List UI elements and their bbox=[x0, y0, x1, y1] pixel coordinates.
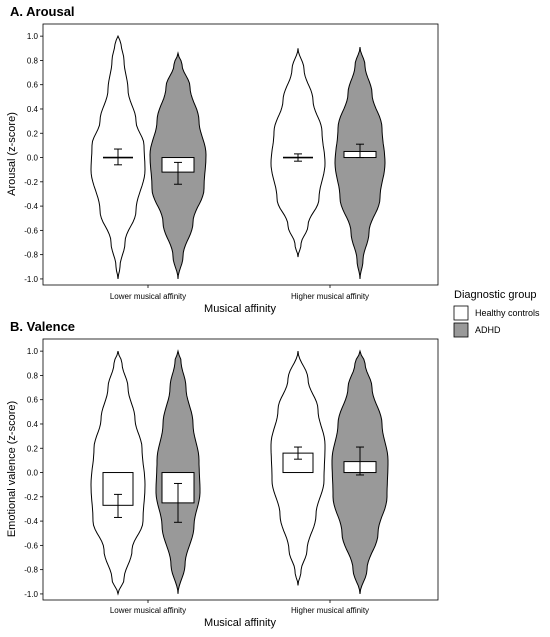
panel-b-title: B. Valence bbox=[10, 319, 75, 334]
legend-swatch-adhd bbox=[453, 322, 469, 338]
legend-label-healthy: Healthy controls bbox=[475, 308, 540, 318]
legend: Diagnostic group Healthy controls ADHD bbox=[453, 289, 540, 338]
y-tick-label: 0.6 bbox=[27, 81, 39, 90]
panel-b-x-tick-higher: Higher musical affinity bbox=[291, 606, 369, 615]
y-tick-label: -0.6 bbox=[24, 226, 38, 235]
y-tick-label: 0.2 bbox=[27, 444, 39, 453]
error-bar-b-cat1-adhd bbox=[356, 446, 364, 476]
y-tick-label: -0.2 bbox=[24, 493, 38, 502]
panel-b-violins bbox=[90, 349, 389, 596]
panel-arousal: A. Arousal 1.0 0.8 0.6 0.4 0.2 0.0 -0.2 -0.4 -0.… bbox=[6, 4, 439, 315]
y-tick-label: -0.4 bbox=[24, 202, 38, 211]
panel-b-y-ticks: 1.0 0.8 0.6 0.4 0.2 0.0 -0.2 -0.4 -0.6 -0.8 -1.0 bbox=[24, 347, 331, 603]
y-tick-label: 0.0 bbox=[27, 469, 39, 478]
y-tick-label: -0.4 bbox=[24, 517, 38, 526]
y-tick-label: 0.4 bbox=[27, 420, 39, 429]
y-tick-label: 0.0 bbox=[27, 154, 39, 163]
error-bar-a-cat1-adhd bbox=[356, 143, 364, 159]
y-tick-label: 0.8 bbox=[27, 371, 39, 380]
y-tick-label: -0.8 bbox=[24, 566, 38, 575]
panel-a-x-tick-higher: Higher musical affinity bbox=[291, 292, 369, 301]
error-bar-b-cat1-healthy bbox=[294, 446, 302, 460]
y-tick-label: 1.0 bbox=[27, 347, 39, 356]
y-tick-label: -0.8 bbox=[24, 251, 38, 260]
panel-b-x-title: Musical affinity bbox=[204, 617, 276, 629]
panel-b-plot-area bbox=[42, 338, 439, 601]
y-tick-label: 0.8 bbox=[27, 56, 39, 65]
panel-a-plot-area bbox=[42, 23, 439, 286]
error-bar-b-cat0-adhd bbox=[174, 482, 182, 523]
panel-a-x-tick-lower: Lower musical affinity bbox=[110, 292, 186, 301]
panel-a-x-title: Musical affinity bbox=[204, 303, 276, 315]
y-tick-label: -1.0 bbox=[24, 275, 38, 284]
y-tick-label: 0.6 bbox=[27, 396, 39, 405]
panel-a-violins bbox=[90, 34, 386, 279]
panel-a-y-ticks: 1.0 0.8 0.6 0.4 0.2 0.0 -0.2 -0.4 -0.6 -0.8 -1.0 bbox=[24, 32, 331, 288]
legend-title: Diagnostic group bbox=[454, 289, 537, 301]
panel-a-y-title: Arousal (z-score) bbox=[6, 112, 18, 196]
y-tick-label: -1.0 bbox=[24, 590, 38, 599]
panel-b-y-title: Emotional valence (z-score) bbox=[6, 401, 18, 537]
violin-a-cat1-adhd bbox=[334, 47, 386, 279]
error-bar-b-cat0-healthy bbox=[114, 493, 122, 518]
error-bar-a-cat0-healthy bbox=[114, 148, 122, 166]
panel-valence: B. Valence 1.0 0.8 0.6 0.4 0.2 0.0 -0.2 -0.4 -0.… bbox=[6, 319, 439, 629]
violin-a-cat1-healthy bbox=[270, 48, 326, 258]
panel-b-x-tick-lower: Lower musical affinity bbox=[110, 606, 186, 615]
legend-label-adhd: ADHD bbox=[475, 325, 501, 335]
y-tick-label: 0.2 bbox=[27, 129, 39, 138]
y-tick-label: 0.4 bbox=[27, 105, 39, 114]
legend-swatch-healthy bbox=[453, 305, 469, 321]
error-bar-a-cat1-healthy bbox=[294, 153, 302, 162]
panel-a-title: A. Arousal bbox=[10, 4, 75, 19]
y-tick-label: -0.6 bbox=[24, 541, 38, 550]
y-tick-label: 1.0 bbox=[27, 32, 39, 41]
y-tick-label: -0.2 bbox=[24, 178, 38, 187]
error-bar-a-cat0-adhd bbox=[174, 161, 182, 185]
